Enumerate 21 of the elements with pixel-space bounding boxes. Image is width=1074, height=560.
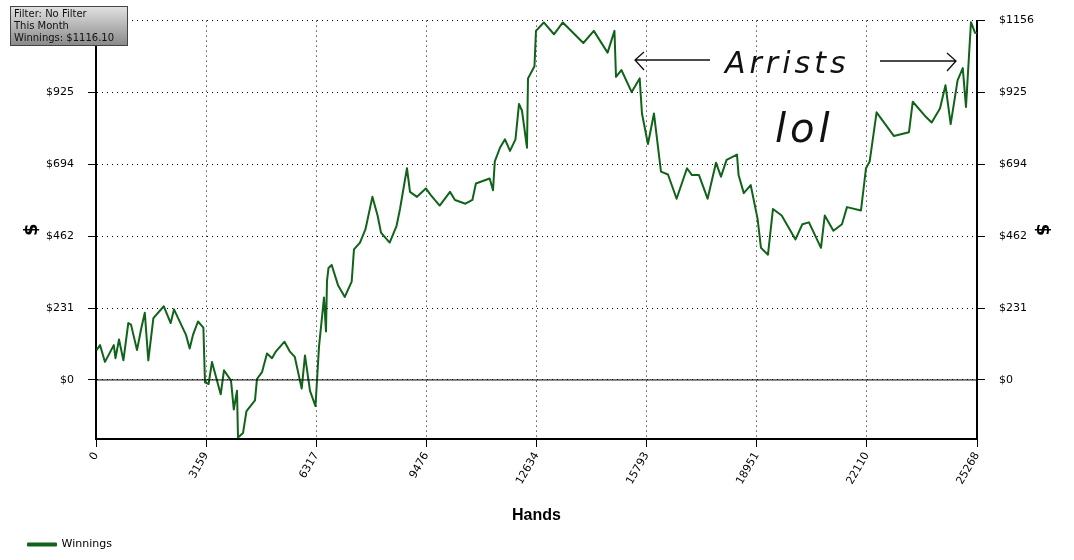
y-tick-label: $231 (46, 300, 74, 314)
y-tick-label: $925 (46, 85, 74, 99)
y2-tick-label: $1156 (999, 13, 1034, 27)
y2-tick-label: $925 (999, 85, 1027, 99)
y-axis-title: $ (20, 223, 42, 237)
y2-tick-label: $0 (999, 372, 1013, 386)
y-tick-label: $462 (46, 229, 74, 243)
y2-tick-label: $462 (999, 229, 1027, 243)
legend-label: Winnings (61, 537, 113, 551)
text: This Month (14, 20, 70, 32)
text: Filter: No Filter (14, 8, 88, 20)
x-axis-title: Hands (512, 505, 562, 523)
annotation: Winnings: $1116.10 (14, 32, 116, 44)
annotation: lol (775, 105, 834, 151)
y-tick-label: $0 (60, 372, 74, 386)
y2-tick-label: $694 (999, 157, 1027, 171)
y2-tick-label: $231 (999, 300, 1027, 314)
y2-axis-title: $ (1032, 223, 1054, 237)
y-tick-label: $694 (46, 157, 74, 171)
annotation: Arrists (725, 45, 850, 80)
x-tick-label: 0 (86, 449, 102, 463)
